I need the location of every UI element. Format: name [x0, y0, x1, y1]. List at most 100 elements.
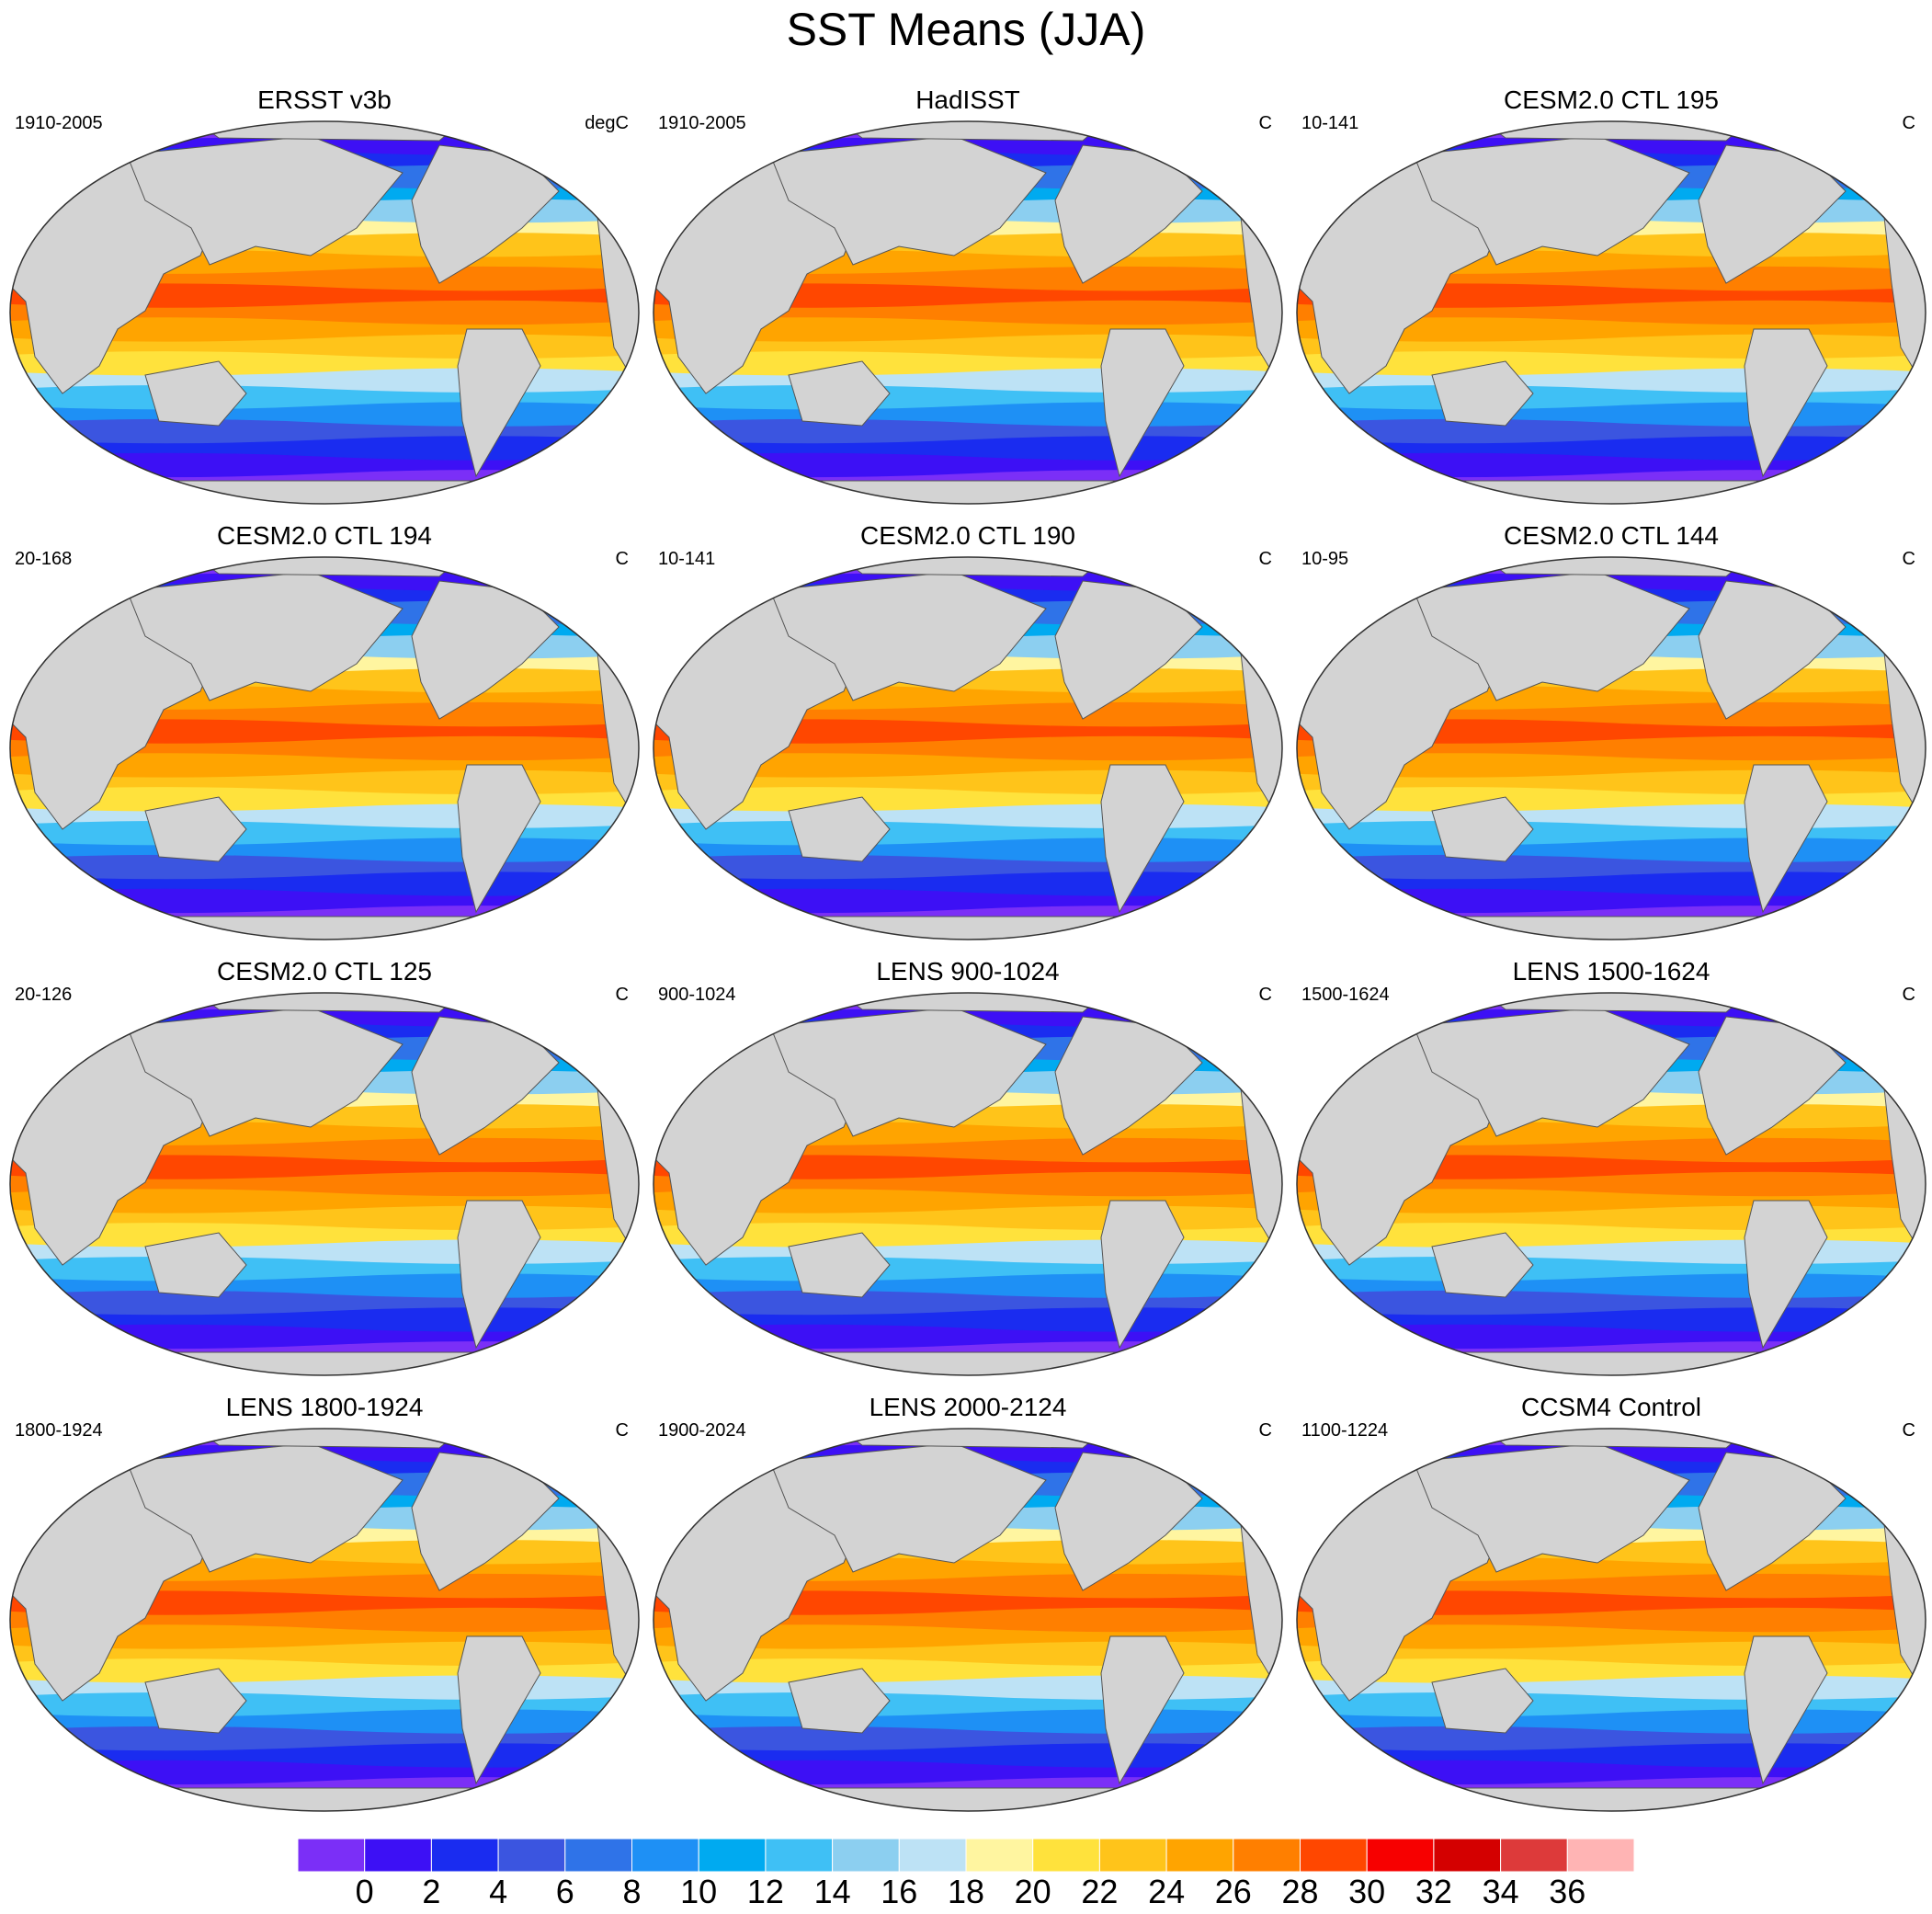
map-border — [1296, 120, 1926, 505]
land-mass — [1100, 1200, 1185, 1350]
map-border — [653, 992, 1283, 1376]
land-mass — [457, 1635, 541, 1785]
panel-period: 10-141 — [1301, 113, 1359, 133]
land-mass — [1413, 135, 1690, 266]
colorbar-box — [1098, 1839, 1167, 1872]
map-panel: CESM2.0 CTL 190 10-141 C — [651, 520, 1285, 952]
map-panel: HadISST 1910-2005 C — [651, 85, 1285, 517]
colorbar-tick-label: 30 — [1348, 1873, 1386, 1910]
colorbar-tick-label: 36 — [1549, 1873, 1586, 1910]
panel-title: CESM2.0 CTL 194 — [217, 521, 432, 550]
colorbar-labels: 0 2 4 6 8 10 12 14 16 18 20 22 24 26 28 30 32 34 36 — [0, 1874, 1932, 1914]
sst-map — [9, 120, 640, 505]
colorbar-tick-label: 14 — [813, 1873, 851, 1910]
land-mass — [769, 571, 1047, 701]
land-mass — [1413, 1007, 1690, 1137]
sst-map — [9, 556, 640, 940]
colorbar-tick-label: 6 — [555, 1873, 574, 1910]
land-mass — [769, 1442, 1047, 1573]
map-panel: CCSM4 Control 1100-1224 C — [1294, 1392, 1928, 1824]
colorbar — [298, 1839, 1634, 1872]
sst-map — [1296, 1428, 1926, 1812]
colorbar-tick-label: 2 — [422, 1873, 441, 1910]
panel-units: C — [1258, 985, 1272, 1005]
sst-map — [1296, 556, 1926, 940]
land-mass — [457, 1200, 541, 1350]
colorbar-box — [631, 1839, 699, 1872]
colorbar-tick-label: 32 — [1415, 1873, 1452, 1910]
land-mass — [1431, 1668, 1534, 1734]
land-mass — [126, 1442, 403, 1573]
colorbar-tick-label: 24 — [1148, 1873, 1186, 1910]
panel-period: 1910-2005 — [658, 113, 746, 133]
colorbar-tick-label: 34 — [1482, 1873, 1519, 1910]
figure-title: SST Means (JJA) — [786, 4, 1146, 55]
panel-period: 900-1024 — [658, 985, 736, 1005]
land-mass — [1100, 764, 1185, 914]
sst-map — [9, 1428, 640, 1812]
panel-title: CESM2.0 CTL 125 — [217, 957, 432, 985]
panel-title: LENS 900-1024 — [876, 957, 1060, 985]
panel-units: C — [1902, 549, 1915, 569]
land-mass — [457, 328, 541, 478]
sst-map — [653, 556, 1283, 940]
colorbar-box — [1300, 1839, 1368, 1872]
land-mass — [1744, 328, 1828, 478]
colorbar-tick-label: 20 — [1014, 1873, 1051, 1910]
colorbar-box — [1500, 1839, 1568, 1872]
panel-units: degC — [585, 113, 629, 133]
panel-title: ERSST v3b — [257, 85, 392, 114]
land-mass — [1744, 764, 1828, 914]
panel-title: LENS 1500-1624 — [1512, 957, 1710, 985]
panel-units: C — [1902, 1420, 1915, 1441]
land-mass — [1413, 571, 1690, 701]
map-border — [1296, 992, 1926, 1376]
land-mass — [144, 360, 247, 427]
colorbar-box — [1165, 1839, 1234, 1872]
panel-units: C — [615, 1420, 629, 1441]
colorbar-box — [965, 1839, 1034, 1872]
colorbar-box — [364, 1839, 432, 1872]
panel-period: 1500-1624 — [1301, 985, 1390, 1005]
map-panel: ERSST v3b 1910-2005 degC — [7, 85, 642, 517]
map-border — [653, 1428, 1283, 1812]
panel-period: 20-126 — [15, 985, 73, 1005]
panel-period: 1800-1924 — [15, 1420, 103, 1441]
map-panel: CESM2.0 CTL 144 10-95 C — [1294, 520, 1928, 952]
panel-period: 1100-1224 — [1301, 1420, 1389, 1441]
colorbar-box — [1566, 1839, 1634, 1872]
panel-period: 10-95 — [1301, 549, 1349, 569]
map-panel: LENS 2000-2124 1900-2024 C — [651, 1392, 1285, 1824]
sst-map — [1296, 992, 1926, 1376]
colorbar-tick-label: 4 — [489, 1873, 508, 1910]
colorbar-box — [1032, 1839, 1100, 1872]
panel-period: 1900-2024 — [658, 1420, 746, 1441]
colorbar-tick-label: 22 — [1081, 1873, 1119, 1910]
map-border — [9, 992, 640, 1376]
land-mass — [1413, 1442, 1690, 1573]
land-mass — [1744, 1635, 1828, 1785]
colorbar-box — [765, 1839, 834, 1872]
map-border — [653, 556, 1283, 940]
land-mass — [769, 135, 1047, 266]
map-panel: LENS 1800-1924 1800-1924 C — [7, 1392, 642, 1824]
land-mass — [126, 135, 403, 266]
land-mass — [1100, 1635, 1185, 1785]
map-panel: CESM2.0 CTL 125 20-126 C — [7, 956, 642, 1388]
panel-units: C — [615, 985, 629, 1005]
colorbar-tick-label: 28 — [1281, 1873, 1319, 1910]
panel-units: C — [615, 549, 629, 569]
panel-period: 20-168 — [15, 549, 73, 569]
colorbar-box — [832, 1839, 900, 1872]
panel-title: HadISST — [915, 85, 1020, 114]
colorbar-tick-label: 8 — [622, 1873, 642, 1910]
land-mass — [788, 1232, 891, 1298]
colorbar-box — [1433, 1839, 1502, 1872]
land-mass — [1431, 360, 1534, 427]
land-mass — [788, 360, 891, 427]
map-panel: CESM2.0 CTL 194 20-168 C — [7, 520, 642, 952]
colorbar-tick-label: 12 — [746, 1873, 784, 1910]
panel-title: CESM2.0 CTL 144 — [1504, 521, 1719, 550]
land-mass — [788, 796, 891, 862]
panel-units: C — [1258, 113, 1272, 133]
